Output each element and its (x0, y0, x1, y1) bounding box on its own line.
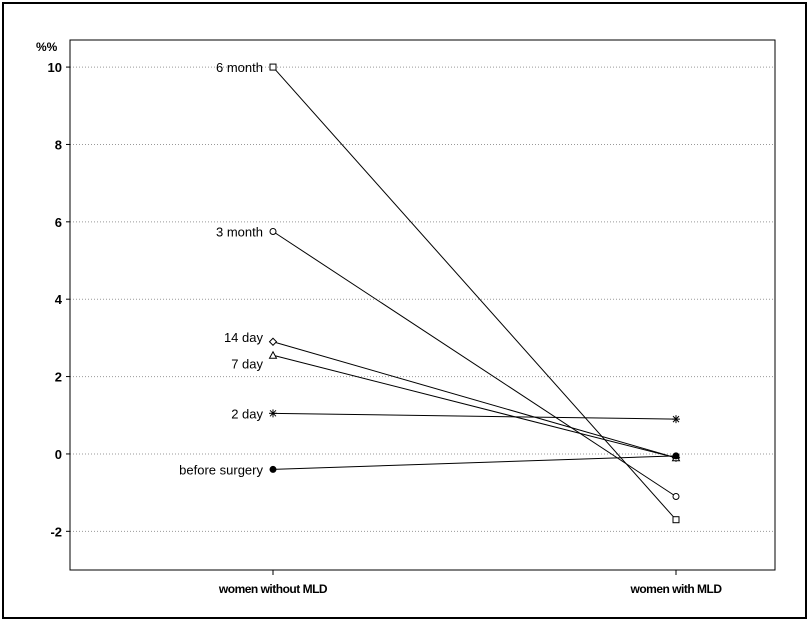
series-line-2-day (272, 412, 677, 420)
data-point-6-month (269, 63, 277, 71)
plot-area (69, 39, 776, 571)
series-label: 3 month (216, 224, 263, 239)
data-point-7-day (268, 350, 278, 359)
data-point-2-day (672, 415, 680, 424)
data-point-2-day (269, 409, 277, 418)
y-tick-label: 2 (55, 370, 62, 385)
y-tick-label: 6 (55, 215, 62, 230)
series-label: 2 day (231, 406, 263, 421)
x-category-label: women without MLD (218, 582, 328, 596)
series-line-3-month (272, 231, 677, 497)
series-labels: 6 month 3 month 14 day 7 day 2 day before sur… (179, 60, 263, 477)
data-point-3-month (672, 492, 680, 500)
y-tick-label: -2 (50, 524, 62, 539)
x-category-label: women with MLD (630, 582, 723, 596)
series-lines (272, 66, 677, 521)
series-label: before surgery (179, 462, 263, 477)
data-point-6-month (672, 516, 680, 524)
y-tick-label: 10 (48, 60, 62, 75)
data-point-before-surgery (269, 465, 277, 473)
series-label: 6 month (216, 60, 263, 75)
gridlines (70, 66, 775, 532)
series-line-before-surgery (272, 455, 677, 470)
y-tick-label: 4 (55, 292, 63, 307)
data-point-14-day (268, 337, 278, 346)
data-point-before-surgery (672, 452, 680, 460)
x-axis: women without MLD women with MLD (218, 570, 723, 596)
series-line-6-month (272, 66, 677, 521)
y-tick-label: 0 (55, 447, 62, 462)
y-tick-label: 8 (55, 137, 62, 152)
data-point-3-month (269, 227, 277, 235)
series-label: 7 day (231, 356, 263, 371)
series-markers (268, 63, 681, 524)
series-line-14-day (272, 341, 677, 459)
y-axis: -2 0 2 4 6 8 10 (48, 60, 70, 539)
y-axis-unit-label: %% (36, 40, 58, 54)
series-label: 14 day (224, 330, 264, 345)
series-line-7-day (272, 354, 677, 459)
